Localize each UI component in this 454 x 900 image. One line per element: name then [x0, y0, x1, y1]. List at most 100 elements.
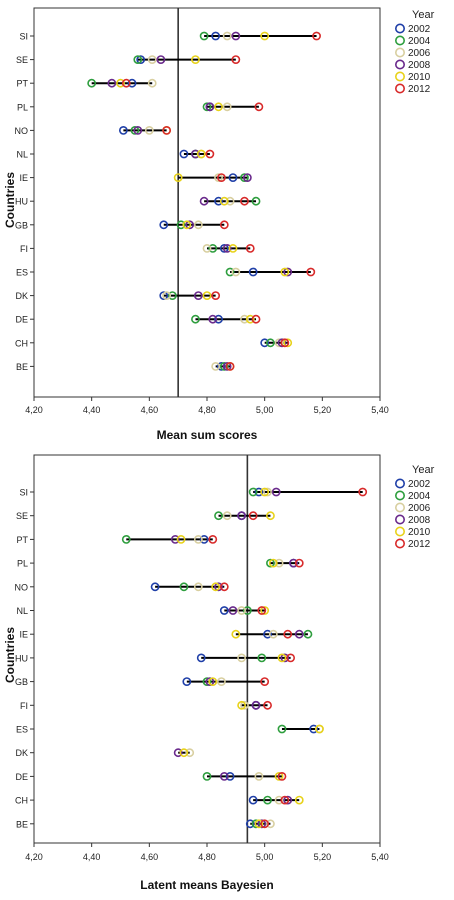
- data-point: [280, 653, 290, 663]
- data-point: [274, 558, 284, 568]
- data-point: [286, 653, 296, 663]
- data-point: [127, 78, 137, 88]
- data-point: [199, 535, 209, 544]
- data-point: [173, 173, 183, 182]
- data-point: [251, 819, 261, 829]
- data-point: [205, 102, 215, 112]
- data-point: [245, 819, 255, 829]
- data-point: [217, 361, 226, 371]
- data-point: [199, 196, 209, 206]
- data-point: [283, 338, 293, 348]
- data-point: [222, 31, 232, 41]
- data-point: [179, 748, 189, 758]
- data-point: [222, 511, 232, 521]
- data-point: [182, 220, 192, 230]
- data-point: [87, 78, 97, 88]
- data-point: [260, 487, 270, 497]
- y-tick-label: SI: [19, 488, 28, 498]
- data-point: [214, 173, 223, 182]
- legend-label: 2006: [408, 48, 431, 59]
- y-tick-label: DK: [15, 748, 28, 758]
- y-tick-label: HU: [15, 197, 28, 207]
- data-point: [277, 724, 287, 734]
- y-tick-label: PL: [17, 102, 28, 112]
- data-point: [266, 819, 275, 829]
- data-point: [268, 558, 278, 568]
- data-point: [237, 700, 246, 710]
- data-point: [167, 291, 177, 300]
- x-tick-label: 5,40: [371, 852, 389, 862]
- y-tick-label: CH: [15, 796, 28, 806]
- data-point: [173, 748, 183, 758]
- data-point: [202, 772, 212, 781]
- legend-marker: [394, 35, 405, 46]
- legend-marker: [394, 59, 405, 70]
- data-point: [254, 487, 264, 497]
- y-tick-label: PT: [16, 535, 28, 545]
- data-point: [294, 795, 304, 805]
- x-tick-label: 4,80: [198, 852, 216, 862]
- data-point: [147, 78, 157, 88]
- data-point: [251, 314, 261, 324]
- data-point: [208, 677, 218, 686]
- y-tick-label: NO: [15, 126, 29, 136]
- data-point: [211, 582, 221, 592]
- data-point: [303, 629, 313, 639]
- data-point: [260, 338, 270, 348]
- x-tick-label: 5,20: [314, 852, 332, 862]
- legend-label: 2002: [408, 479, 431, 490]
- legend-marker: [394, 47, 405, 58]
- data-point: [309, 724, 319, 734]
- y-tick-label: BE: [16, 362, 28, 372]
- data-point: [196, 653, 206, 663]
- y-tick-label: SE: [16, 511, 28, 521]
- data-point: [162, 125, 172, 135]
- data-point: [211, 361, 221, 371]
- data-point: [254, 102, 264, 112]
- data-point: [219, 243, 229, 253]
- data-point: [257, 819, 267, 829]
- data-point: [280, 267, 290, 277]
- legend-label: 2012: [408, 84, 431, 95]
- y-tick-label: IE: [19, 630, 28, 640]
- data-point: [315, 724, 324, 734]
- data-point: [193, 535, 203, 544]
- y-tick-label: NL: [16, 606, 28, 616]
- y-tick-label: NL: [16, 150, 28, 160]
- data-point: [251, 196, 261, 206]
- data-point: [280, 795, 290, 805]
- data-point: [225, 196, 235, 206]
- data-point: [176, 535, 186, 544]
- data-point: [225, 267, 235, 277]
- data-point: [130, 125, 140, 135]
- data-point: [231, 267, 241, 277]
- x-tick-label: 5,00: [256, 405, 274, 415]
- data-point: [136, 55, 146, 64]
- legend-label: 2012: [408, 539, 431, 550]
- data-point: [283, 795, 293, 805]
- legend-marker: [394, 502, 405, 513]
- data-point: [191, 314, 200, 324]
- data-point: [214, 314, 223, 324]
- data-point: [263, 700, 272, 710]
- data-point: [260, 677, 270, 686]
- data-point: [133, 125, 143, 135]
- data-point: [185, 748, 195, 758]
- data-point: [193, 291, 203, 300]
- y-tick-label: GB: [15, 220, 28, 230]
- y-tick-label: HU: [15, 653, 28, 663]
- data-point: [306, 267, 316, 277]
- data-point: [257, 653, 267, 663]
- legend-title: Year: [412, 464, 435, 476]
- chart-latent-means-bayesien: 4,20 4,40 4,60 4,80 5,00 5,20 5,40 SI SE PT PL NO NL…: [3, 454, 435, 892]
- x-tick-label: 4,20: [25, 405, 43, 415]
- data-point: [277, 338, 287, 348]
- y-axis-title: Countries: [3, 172, 17, 228]
- data-point: [202, 243, 212, 253]
- legend-marker: [394, 23, 405, 34]
- data-point: [260, 606, 270, 615]
- data-point: [231, 55, 241, 64]
- data-point: [237, 511, 246, 521]
- data-point: [240, 314, 249, 324]
